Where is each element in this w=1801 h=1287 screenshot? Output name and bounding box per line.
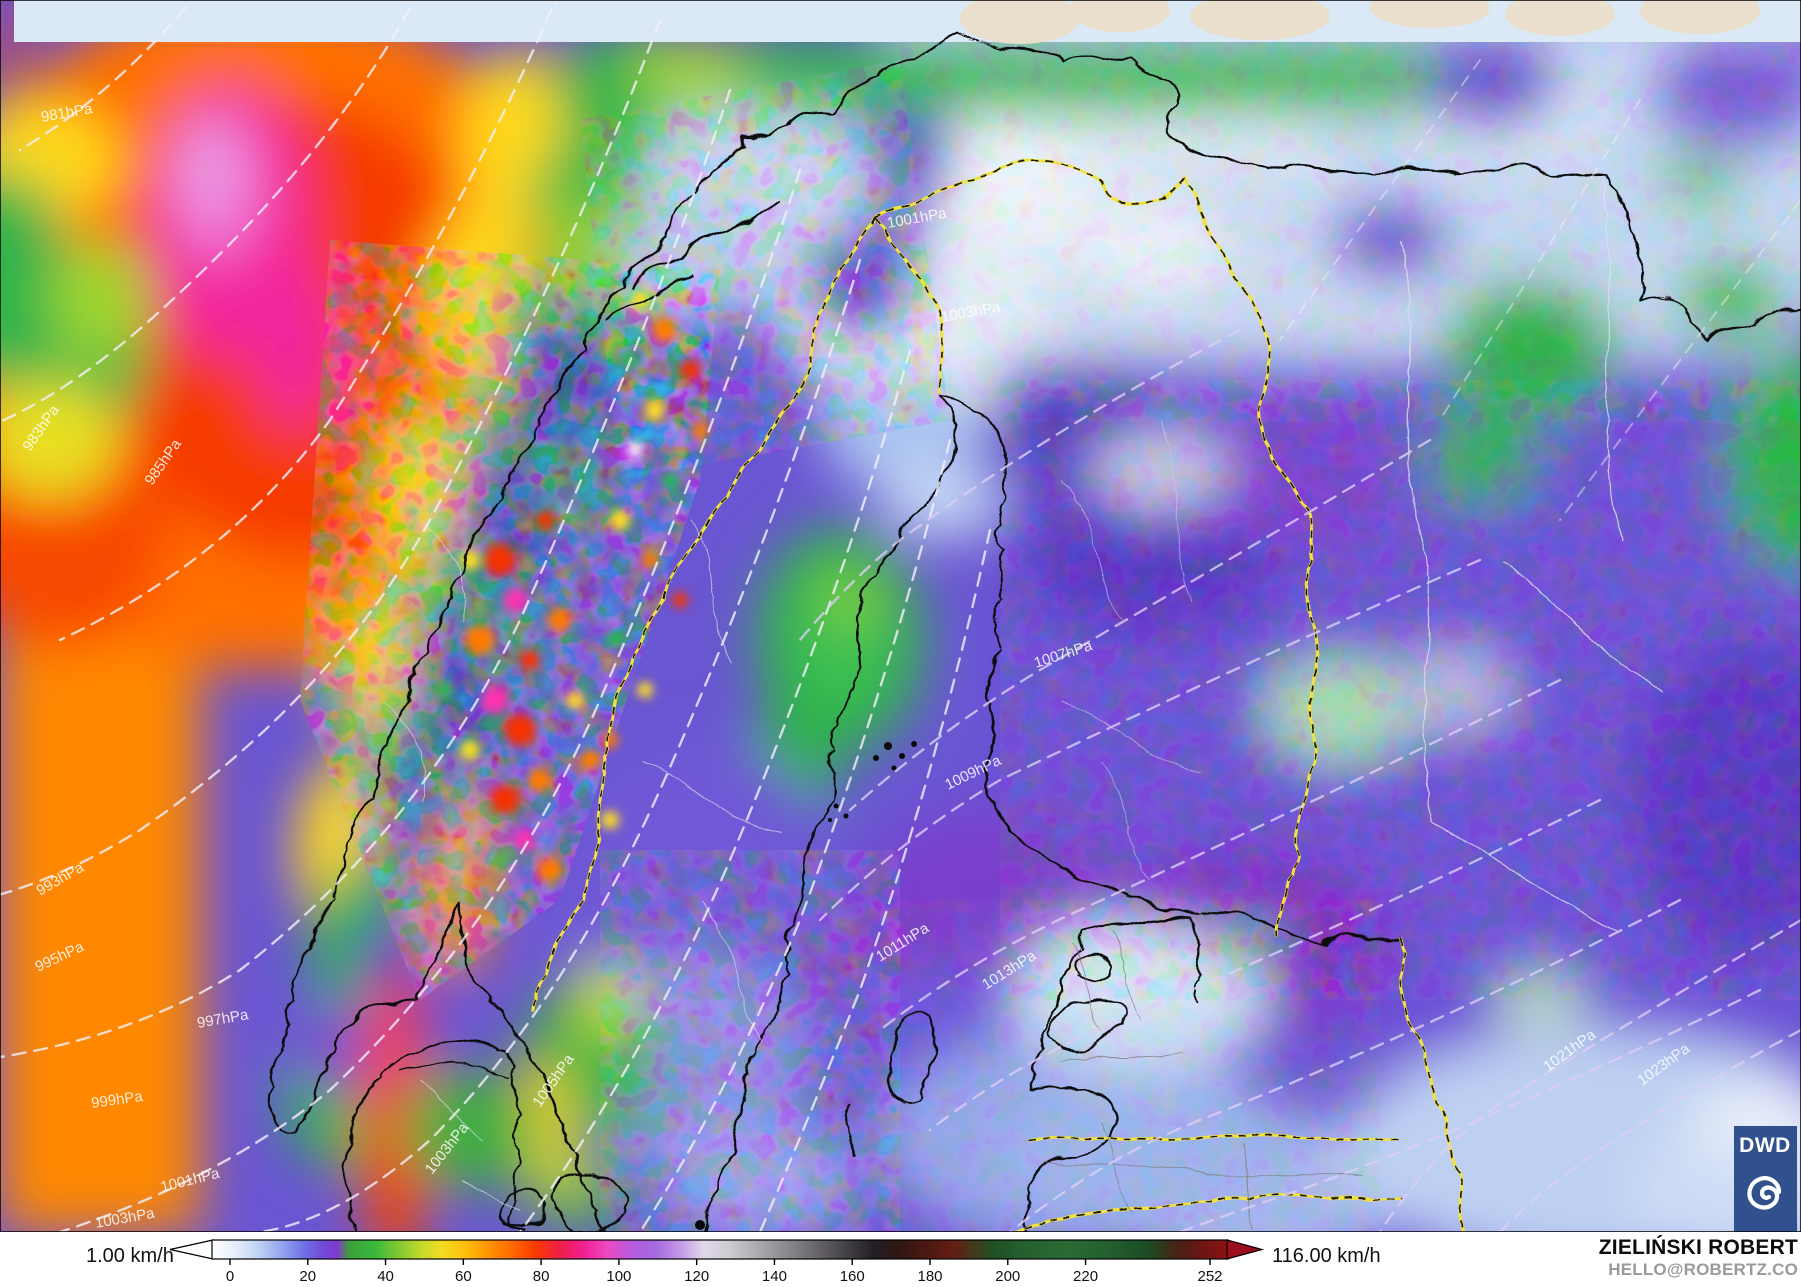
noise-overlays <box>300 42 1801 1232</box>
author-contact: HELLO@ROBERTZ.CO <box>1608 1259 1798 1279</box>
dwd-logo-text: DWD <box>1739 1134 1791 1157</box>
colorbar-gradient-bar <box>211 1239 1229 1260</box>
svg-text:20: 20 <box>299 1268 316 1285</box>
attribution-block: ZIELIŃSKI ROBERT HELLO@ROBERTZ.CO <box>1599 1236 1798 1279</box>
svg-text:180: 180 <box>917 1268 942 1285</box>
colorbar-right-arrow <box>1226 1239 1265 1260</box>
colorbar-left-arrow <box>169 1239 214 1260</box>
admin-borders <box>379 179 1661 1229</box>
isobars-layer <box>0 0 1801 1232</box>
domain-edge-strip <box>14 0 1801 44</box>
svg-text:80: 80 <box>533 1268 550 1285</box>
colorbar-ticks: 0 20 40 60 80 100 120 140 160 180 200 220 252 <box>226 1259 1223 1285</box>
svg-text:40: 40 <box>377 1268 394 1285</box>
svg-text:120: 120 <box>684 1268 709 1285</box>
svg-text:252: 252 <box>1197 1268 1222 1285</box>
colorbar: 0 20 40 60 80 100 120 140 160 180 200 220 252 <box>169 1239 1265 1285</box>
svg-text:100: 100 <box>606 1268 631 1285</box>
archipelago-islands <box>695 741 917 1230</box>
svg-text:160: 160 <box>840 1268 865 1285</box>
svg-text:140: 140 <box>762 1268 787 1285</box>
national-borders <box>528 155 1464 1232</box>
author-name: ZIELIŃSKI ROBERT <box>1598 1236 1798 1259</box>
dwd-logo: DWD <box>1734 1126 1797 1232</box>
colorbar-max-label: 116.00 km/h <box>1272 1245 1381 1267</box>
coastlines-layer <box>264 28 1801 1232</box>
spiral-icon <box>1747 1176 1782 1210</box>
svg-text:60: 60 <box>455 1268 472 1285</box>
svg-text:200: 200 <box>995 1268 1020 1285</box>
mountain-gust-speckles <box>436 290 709 883</box>
legend-footer: 0 20 40 60 80 100 120 140 160 180 200 220 252 1.00 k… <box>0 1232 1801 1287</box>
svg-text:220: 220 <box>1073 1268 1098 1285</box>
svg-text:0: 0 <box>226 1268 234 1285</box>
wind-speed-map: 981hPa983hPa985hPa993hPa995hPa997hPa999h… <box>0 0 1801 1232</box>
colorbar-min-label: 1.00 km/h <box>86 1245 174 1267</box>
